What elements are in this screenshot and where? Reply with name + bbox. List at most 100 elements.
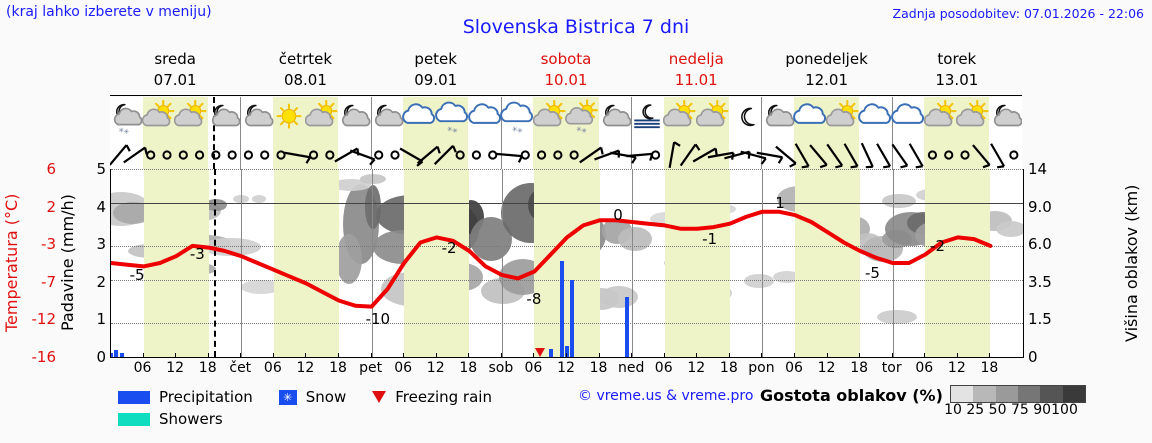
time-tick-label: 12 [557,360,575,376]
time-tick-mark [631,353,633,358]
day-name: torek [937,50,977,68]
cloud-icon [858,99,892,135]
day-separator [370,97,372,169]
wind-barb-row [110,141,1019,169]
precipitation-bar [565,346,569,357]
temperature-curve [111,209,993,309]
temperature-tick: -7 [41,272,56,291]
moon-cloud-icon [370,99,404,135]
precipitation-tick: 0 [96,348,106,366]
precipitation-axis-ticks: 5 4 3 2 1 0 [84,160,108,366]
sun-cloud-icon [304,99,339,135]
time-tick-mark [663,353,665,358]
cloud-sun-snow-icon: ✳ ✳ [565,99,599,135]
moon-cloud-icon [598,99,632,135]
cloud-axis-ticks: 14 9.0 6.0 3.5 1.5 0 [1028,160,1074,366]
svg-text:✳: ✳ [447,125,453,133]
density-scale-cell [995,386,1018,402]
day-header-nedelja: nedelja 11.01 [631,46,761,94]
time-tick-label: pon [748,360,775,376]
time-tick-label: 06 [524,360,543,376]
precipitation-bar [570,279,575,357]
time-tick-label: čet [229,360,252,376]
density-tick: 50 [988,402,1007,418]
time-tick-mark [728,353,730,358]
time-tick-label: 12 [426,360,445,376]
day-name: ponedeljek [785,50,868,68]
time-tick-label: 12 [817,360,836,376]
time-tick-label: 06 [133,360,152,376]
density-tick: 90 [1033,402,1052,418]
showers-swatch [118,412,150,426]
meteogram-plot[interactable]: -5-3-10-2-80-11-5-2-11-2-40-1 [110,169,1024,358]
time-tick-mark [761,353,763,358]
snow-icon: ✳ [278,389,297,405]
density-scale-cell [1062,386,1085,402]
precipitation-bar [624,296,629,357]
time-tick-label: ned [617,360,645,376]
cloud-height-tick: 9.0 [1028,197,1052,216]
time-tick-label: 06 [654,360,673,376]
day-header-petek: petek 09.01 [371,46,501,94]
time-axis-ticks: 06 12 18 čet 06 12 18 pet 06 12 18 sob 06 12 18 ned 06 12… [110,353,1022,376]
density-tick: 100 [1051,402,1078,418]
time-tick-mark [826,353,828,358]
moon-icon [728,99,762,135]
day-header-sobota: sobota 10.01 [501,46,631,94]
time-tick-mark [403,353,405,358]
cloud-density-scale [950,385,1086,403]
day-separator [631,97,633,169]
day-header-band: sreda 07.01 četrtek 08.01 petek 09.01 sobota 10… [110,46,1022,94]
time-tick-mark [891,353,893,358]
cloud-snow-icon: ✳ ✳ [500,99,534,135]
time-tick-mark [696,353,698,358]
time-tick-mark [859,353,861,358]
gridline-horizontal [111,245,1023,247]
moon-cloud-icon [761,99,795,135]
weather-icon-band: ✳ ✳ ✳ ✳ ✳ ✳ ✳ ✳ [110,97,1022,169]
day-name: sobota [540,50,592,68]
cloud-height-axis-title: Višina oblakov (km) [1122,184,1141,342]
gridline-horizontal [111,169,1023,170]
time-tick-label: 18 [329,360,347,376]
density-scale-cell [1017,386,1041,402]
day-date: 07.01 [153,71,197,89]
density-tick: 25 [966,402,985,418]
time-tick-mark [142,353,144,358]
time-tick-label: tor [881,360,902,376]
time-tick-mark [794,353,795,358]
day-separator [500,97,502,169]
day-header-ponedeljek: ponedeljek 12.01 [761,46,891,94]
density-tick: 75 [1010,402,1029,418]
time-tick-label: 18 [850,360,869,376]
day-name: četrtek [278,50,333,68]
time-tick-label: 06 [785,360,803,376]
sun-icon [272,99,306,135]
temperature-tick: -12 [31,310,57,329]
day-separator [762,169,764,357]
sun-cloud-icon [825,99,860,135]
time-tick-label: 06 [915,360,934,376]
time-tick-label: 12 [166,360,185,376]
cloud-density-title: Gostota oblakov (%) [760,386,943,405]
moon-cloud-icon [240,99,274,135]
daylight-shade [795,169,861,357]
location-menu-note[interactable]: (kraj lahko izberete v meniju) [6,4,212,20]
temperature-value-label: -2 [441,239,457,258]
density-tick: 10 [944,402,962,418]
temperature-value-label: -2 [930,236,946,255]
daylight-shade [273,169,339,357]
precipitation-tick: 3 [96,235,106,254]
day-name: nedelja [668,50,724,68]
temperature-axis-ticks: 6 2 -3 -7 -12 -16 [0,160,57,366]
showers-legend-label: Showers [159,410,223,428]
temperature-value-label: -3 [189,245,205,264]
time-tick-label: pet [359,360,383,376]
precipitation-tick: 5 [96,160,106,178]
time-tick-label: 06 [263,360,282,376]
sun-cloud-icon [174,99,208,135]
temperature-value-label: 1 [775,194,785,213]
time-tick-mark [305,353,307,358]
credit-link[interactable]: © vreme.us & vreme.pro [578,388,754,404]
temperature-value-label: -5 [129,265,145,284]
